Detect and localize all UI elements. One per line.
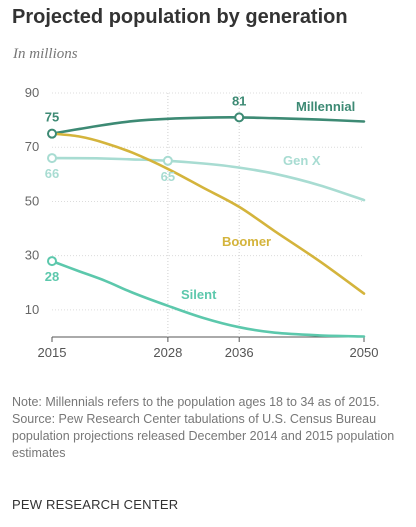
gridlines: [51, 92, 365, 342]
chart-title: Projected population by generation: [12, 6, 348, 28]
x-tick-label: 2028: [153, 345, 182, 360]
line-chart: 10 30 50 70 90 2015 2028 2036 2050 Millennial Gen …: [25, 85, 379, 360]
data-label: 66: [45, 166, 59, 181]
series-name-millennial: Millennial: [296, 99, 355, 114]
series-name-gen-x: Gen X: [283, 153, 321, 168]
data-label: 75: [45, 110, 59, 125]
point-marker: [234, 112, 245, 123]
point-marker: [47, 128, 57, 139]
y-tick-label: 90: [25, 85, 39, 100]
chart-subtitle: In millions: [13, 46, 78, 62]
series-name-boomer: Boomer: [222, 234, 271, 249]
y-tick-label: 70: [25, 139, 39, 154]
x-tick-label: 2050: [350, 345, 379, 360]
series-line-gen-x: [50, 156, 366, 202]
point-markers: [47, 112, 245, 267]
series-line-boomer: [50, 132, 366, 295]
source-text: Source: Pew Research Center tabulations …: [12, 412, 395, 460]
series-lines: [50, 116, 366, 338]
x-tick-label: 2015: [38, 345, 67, 360]
note-text: Note: Millennials refers to the populati…: [12, 395, 380, 409]
x-tick-label: 2036: [225, 345, 254, 360]
point-marker: [47, 256, 57, 267]
series-name-silent: Silent: [181, 287, 217, 302]
data-label: 28: [45, 269, 59, 284]
chart-notes: Note: Millennials refers to the populati…: [12, 394, 412, 462]
chart-labels: 10 30 50 70 90 2015 2028 2036 2050 Millennial Gen …: [25, 85, 379, 360]
point-marker: [162, 155, 173, 166]
series-line-silent: [50, 259, 366, 338]
data-label: 81: [232, 93, 246, 108]
credit-line: PEW RESEARCH CENTER: [12, 497, 179, 512]
y-tick-label: 10: [25, 302, 39, 317]
y-tick-label: 30: [25, 248, 39, 263]
point-marker: [47, 153, 57, 164]
series-line-millennial: [50, 116, 366, 135]
y-tick-label: 50: [25, 193, 39, 208]
data-label: 65: [161, 169, 175, 184]
